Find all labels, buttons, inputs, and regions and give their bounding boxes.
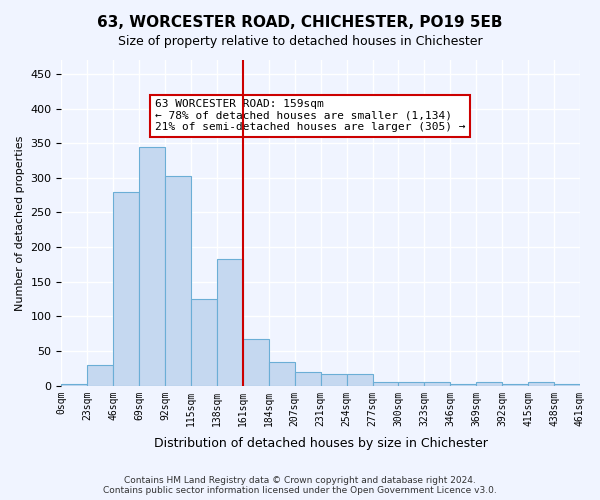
Bar xyxy=(191,299,217,386)
Bar xyxy=(243,340,269,386)
Bar xyxy=(554,384,580,386)
Bar xyxy=(139,146,165,386)
X-axis label: Distribution of detached houses by size in Chichester: Distribution of detached houses by size … xyxy=(154,437,488,450)
Bar xyxy=(165,176,191,386)
Bar xyxy=(113,192,139,386)
Bar xyxy=(528,382,554,386)
Bar xyxy=(502,384,528,386)
Bar xyxy=(295,372,321,386)
Bar xyxy=(476,382,502,386)
Text: Contains HM Land Registry data © Crown copyright and database right 2024.
Contai: Contains HM Land Registry data © Crown c… xyxy=(103,476,497,495)
Text: Size of property relative to detached houses in Chichester: Size of property relative to detached ho… xyxy=(118,35,482,48)
Bar xyxy=(269,362,295,386)
Bar xyxy=(398,382,424,386)
Text: 63, WORCESTER ROAD, CHICHESTER, PO19 5EB: 63, WORCESTER ROAD, CHICHESTER, PO19 5EB xyxy=(97,15,503,30)
Bar xyxy=(373,382,398,386)
Y-axis label: Number of detached properties: Number of detached properties xyxy=(15,135,25,310)
Bar xyxy=(347,374,373,386)
Bar xyxy=(217,259,243,386)
Bar xyxy=(451,384,476,386)
Bar xyxy=(61,384,88,386)
Bar xyxy=(321,374,347,386)
Bar xyxy=(424,382,451,386)
Bar xyxy=(88,365,113,386)
Text: 63 WORCESTER ROAD: 159sqm
← 78% of detached houses are smaller (1,134)
21% of se: 63 WORCESTER ROAD: 159sqm ← 78% of detac… xyxy=(155,99,465,132)
